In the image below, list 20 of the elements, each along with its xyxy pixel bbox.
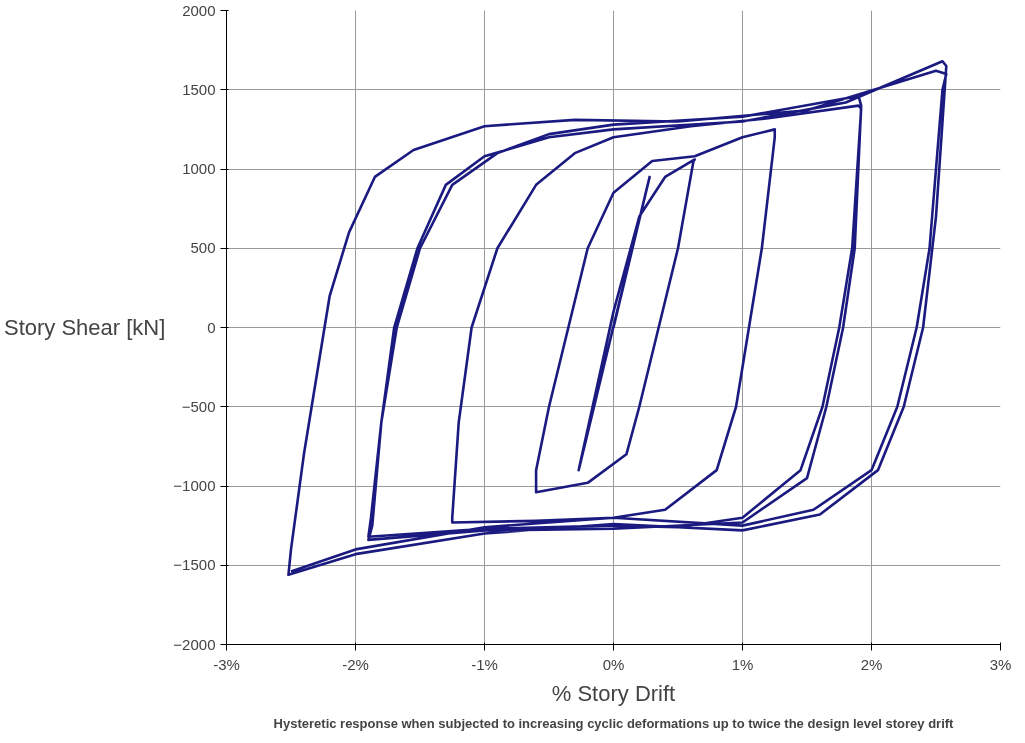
y-tick-label: 500 (190, 239, 216, 257)
x-tick-label: -3% (213, 655, 240, 673)
y-tick-label: −500 (181, 397, 216, 415)
x-tick-label: -1% (471, 655, 498, 673)
y-tick-label: 1000 (182, 160, 216, 177)
line-series (287, 59, 948, 577)
y-tick-label: −1500 (173, 556, 216, 574)
x-tick-label: 1% (731, 655, 754, 673)
x-tick-label: 2% (860, 655, 883, 673)
y-tick-label: −1000 (173, 477, 216, 494)
y-tick-label: 0 (207, 318, 216, 336)
x-tick-label: 3% (989, 655, 1012, 673)
x-tick-label: -2% (342, 655, 369, 673)
y-tick-label: −2000 (173, 635, 216, 653)
y-tick-label: 2000 (182, 1, 216, 19)
x-tick-label: 0% (602, 655, 625, 673)
text: Hysteretic response when subjected to increasing cyclic deformations up to twice the design level storey drift (273, 715, 955, 731)
x-axis-title: % Story Drift (551, 680, 676, 706)
y-tick-label: 1500 (182, 80, 216, 98)
y-axis-title: Story Shear [kN] (3, 315, 166, 340)
